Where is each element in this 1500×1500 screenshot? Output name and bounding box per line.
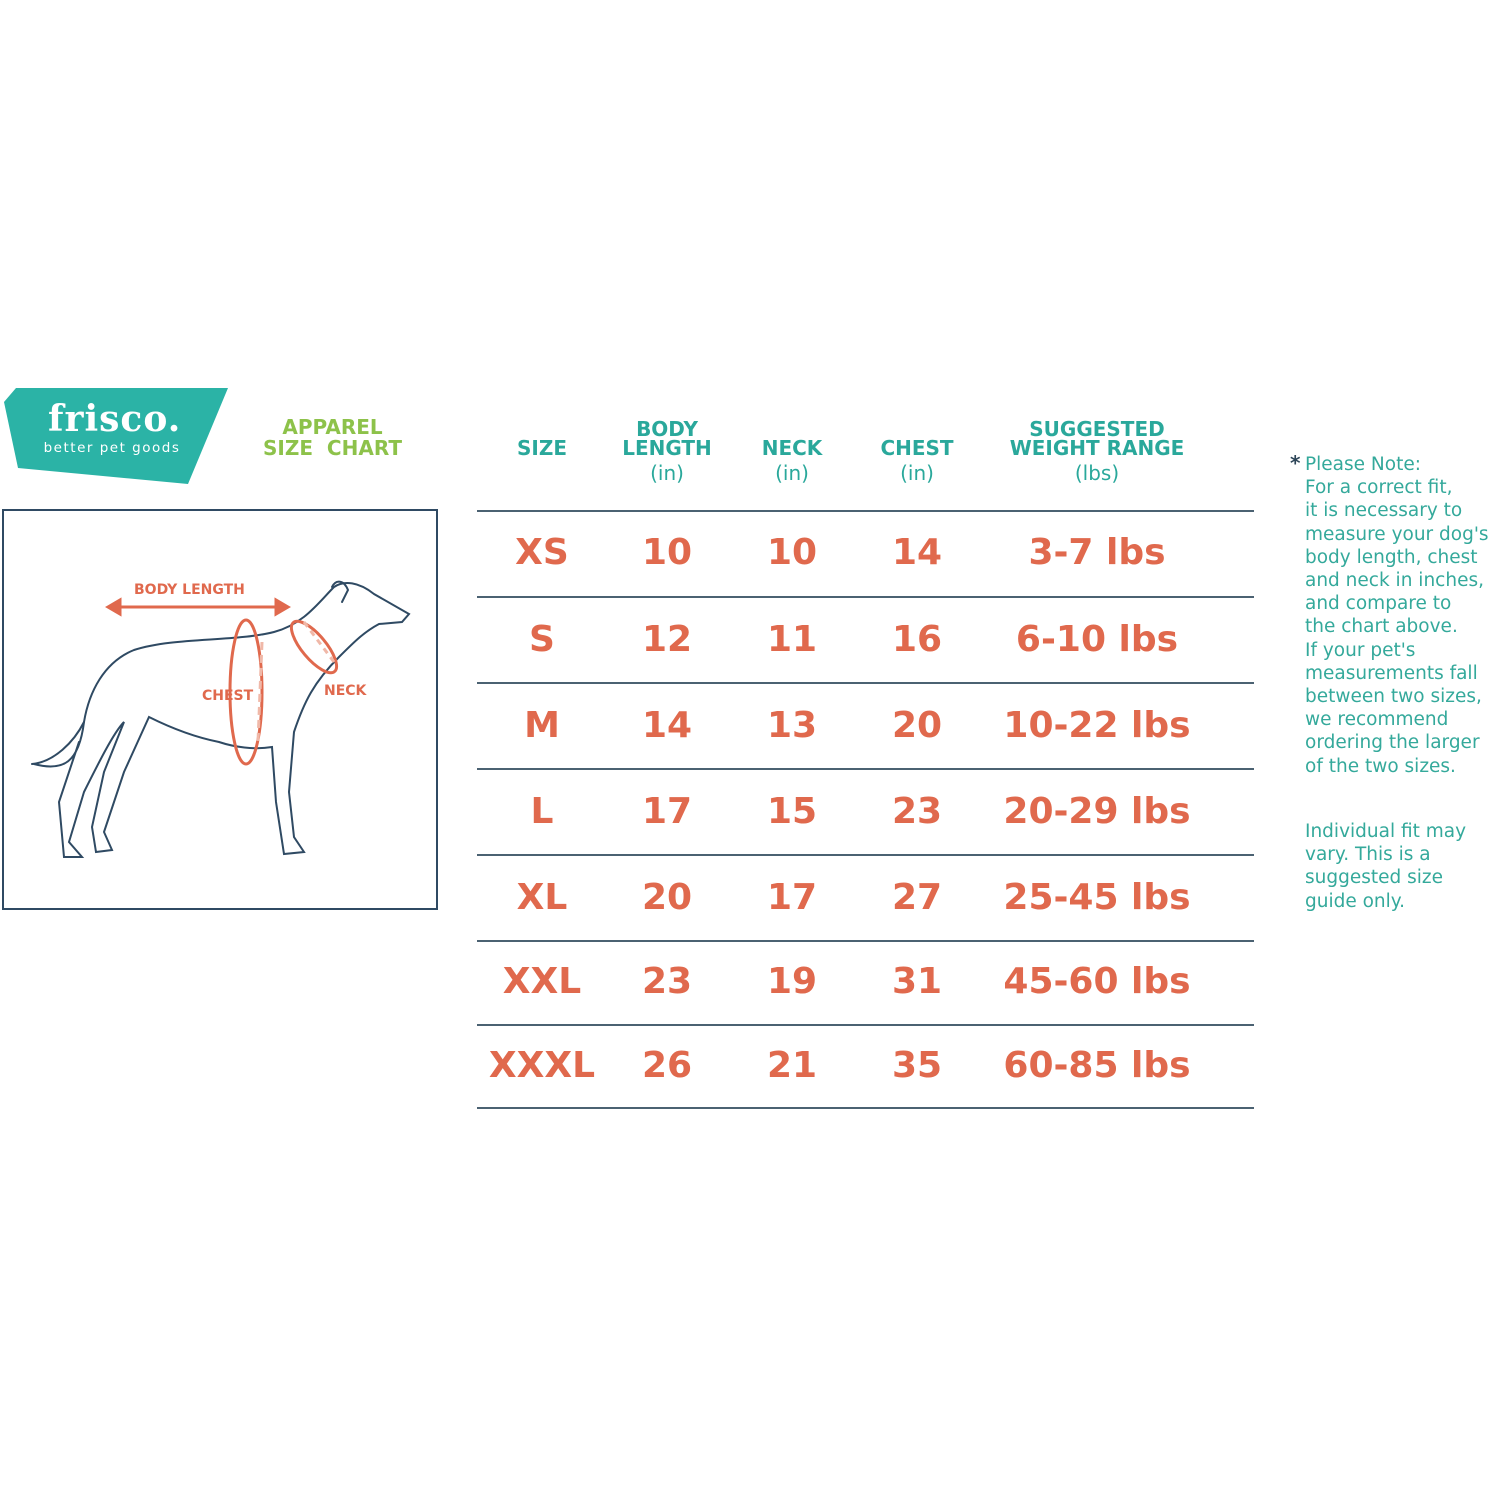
neck-label: NECK	[324, 683, 367, 699]
cell-size: XS	[515, 532, 569, 573]
cell-weight-range: 20-29 lbs	[1003, 791, 1191, 832]
header-line2: WEIGHT RANGE	[1009, 436, 1185, 460]
cell-body-length: 23	[641, 961, 693, 1002]
page-title: APPAREL SIZE CHART	[250, 417, 415, 459]
title-line-1: APPAREL	[282, 415, 383, 439]
row-divider	[477, 682, 1254, 684]
cell-neck: 13	[766, 705, 818, 746]
cell-weight-range: 10-22 lbs	[1003, 705, 1191, 746]
cell-weight-range: 60-85 lbs	[1003, 1045, 1191, 1086]
row-divider	[477, 854, 1254, 856]
row-divider	[477, 1024, 1254, 1026]
column-header-body-length: BODY LENGTH (in)	[567, 417, 767, 485]
header-line2: NECK	[761, 436, 823, 460]
cell-neck: 17	[766, 877, 818, 918]
header-line2: CHEST	[880, 436, 954, 460]
dog-measurement-diagram: BODY LENGTH CHEST NECK	[2, 509, 438, 910]
cell-weight-range: 3-7 lbs	[1028, 532, 1166, 573]
fit-disclaimer: Individual fit may vary. This is a sugge…	[1305, 821, 1467, 912]
cell-chest: 31	[891, 961, 943, 1002]
fit-note: Please Note: For a correct fit, it is ne…	[1305, 454, 1489, 777]
row-divider	[477, 510, 1254, 512]
brand-name: frisco.	[48, 398, 182, 440]
header-unit: (in)	[775, 461, 809, 485]
column-header-neck: NECK (in)	[692, 420, 892, 483]
body-length-label: BODY LENGTH	[134, 582, 245, 598]
column-header-size: SIZE	[442, 420, 642, 464]
cell-neck: 11	[766, 619, 818, 660]
cell-size: XXL	[502, 961, 582, 1002]
row-divider	[477, 596, 1254, 598]
cell-chest: 20	[891, 705, 943, 746]
header-unit: (in)	[900, 461, 934, 485]
cell-body-length: 17	[641, 791, 693, 832]
cell-weight-range: 25-45 lbs	[1003, 877, 1191, 918]
cell-chest: 23	[891, 791, 943, 832]
header-line2: LENGTH	[622, 436, 712, 460]
cell-body-length: 14	[641, 705, 693, 746]
cell-size: S	[529, 619, 555, 660]
brand-tagline: better pet goods	[43, 440, 181, 456]
row-divider	[477, 940, 1254, 942]
asterisk: *	[1290, 451, 1301, 475]
cell-neck: 19	[766, 961, 818, 1002]
row-divider	[477, 768, 1254, 770]
cell-size: XL	[516, 877, 568, 918]
cell-size: XXXL	[488, 1045, 596, 1086]
cell-body-length: 26	[641, 1045, 693, 1086]
cell-neck: 10	[766, 532, 818, 573]
row-divider	[477, 1107, 1254, 1109]
cell-body-length: 20	[641, 877, 693, 918]
cell-chest: 14	[891, 532, 943, 573]
dog-illustration	[31, 580, 411, 858]
column-header-chest: CHEST (in)	[817, 420, 1017, 483]
cell-size: M	[524, 705, 560, 746]
frisco-logo-badge	[4, 388, 228, 484]
cell-weight-range: 45-60 lbs	[1003, 961, 1191, 1002]
cell-body-length: 12	[641, 619, 693, 660]
cell-chest: 27	[891, 877, 943, 918]
header-line1: SUGGESTED	[1029, 417, 1165, 441]
chest-label: CHEST	[202, 688, 254, 704]
cell-size: L	[530, 791, 554, 832]
header-line1: BODY	[636, 417, 698, 441]
cell-weight-range: 6-10 lbs	[1015, 619, 1179, 660]
cell-body-length: 10	[641, 532, 693, 573]
cell-chest: 35	[891, 1045, 943, 1086]
cell-chest: 16	[891, 619, 943, 660]
cell-neck: 21	[766, 1045, 818, 1086]
cell-neck: 15	[766, 791, 818, 832]
header-unit: (lbs)	[1074, 461, 1120, 485]
header-unit: (in)	[650, 461, 684, 485]
title-line-2: SIZE CHART	[263, 436, 402, 460]
column-header-weight-range: SUGGESTED WEIGHT RANGE (lbs)	[997, 417, 1197, 485]
header-line2: SIZE	[516, 436, 567, 460]
